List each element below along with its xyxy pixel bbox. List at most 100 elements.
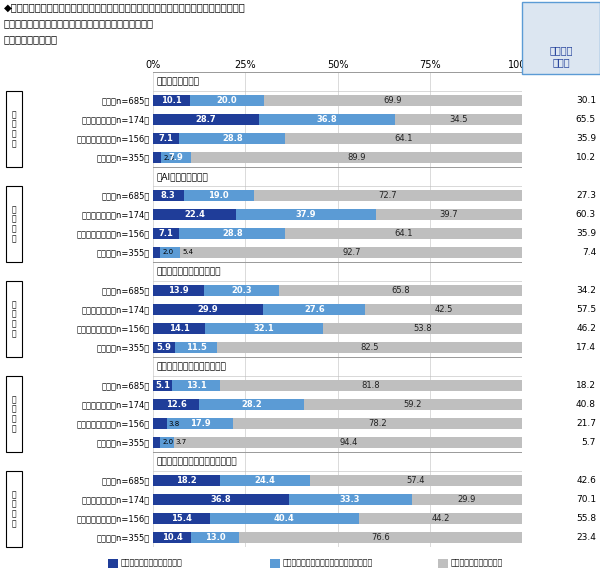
Text: 34.5: 34.5: [449, 115, 467, 124]
Text: 30.1: 30.1: [576, 96, 596, 105]
Text: 94.4: 94.4: [339, 438, 358, 447]
Text: 34.2: 34.2: [576, 286, 596, 295]
Bar: [264, 96, 522, 106]
Text: 18.2: 18.2: [176, 476, 197, 485]
Bar: [181, 247, 523, 258]
Text: 89.9: 89.9: [347, 153, 366, 162]
Text: ◆以下の投賄サービスや投賄環境が実現したら（または実現していることを知ったら）、: ◆以下の投賄サービスや投賄環境が実現したら（または実現していることを知ったら）、: [4, 2, 246, 12]
Text: デビュー意向［n=174］: デビュー意向［n=174］: [82, 115, 150, 124]
Text: 65.8: 65.8: [391, 286, 410, 295]
Text: デビュー意向［n=174］: デビュー意向［n=174］: [82, 305, 150, 314]
Bar: [153, 305, 263, 315]
Bar: [376, 209, 522, 219]
Bar: [286, 133, 522, 144]
Text: 3.8: 3.8: [169, 420, 180, 427]
Text: 5.4: 5.4: [182, 250, 193, 255]
Bar: [167, 418, 233, 428]
Text: 無関心［n=355］: 無関心［n=355］: [97, 438, 150, 447]
Text: 投賄を始めるきっかけになる: 投賄を始めるきっかけになる: [121, 559, 183, 567]
Text: 10.4: 10.4: [162, 533, 182, 542]
Text: 76.6: 76.6: [371, 533, 390, 542]
Text: デビュー不確定［n=156］: デビュー不確定［n=156］: [77, 229, 150, 238]
Bar: [172, 380, 220, 391]
Bar: [179, 228, 286, 239]
Text: デビュー意向［n=174］: デビュー意向［n=174］: [82, 210, 150, 219]
Text: デビュー意向［n=174］: デビュー意向［n=174］: [82, 400, 150, 409]
Text: 7.4: 7.4: [582, 248, 596, 257]
Text: 81.8: 81.8: [362, 381, 380, 390]
Text: 46.2: 46.2: [576, 324, 596, 333]
Text: 投
賄
意
向: 投 賄 意 向: [11, 300, 16, 338]
Bar: [289, 494, 412, 505]
Bar: [153, 475, 220, 486]
Text: 8.3: 8.3: [161, 191, 176, 200]
Bar: [153, 532, 191, 543]
Text: 【現金ではなくポイントで投賄】: 【現金ではなくポイントで投賄】: [157, 457, 238, 466]
Text: 29.9: 29.9: [458, 495, 476, 504]
Bar: [153, 209, 236, 219]
Text: 【買い物のおつりで投賄】: 【買い物のおつりで投賄】: [157, 267, 221, 276]
Text: 29.9: 29.9: [198, 305, 218, 314]
Bar: [205, 323, 323, 334]
Text: 42.6: 42.6: [576, 476, 596, 485]
Text: 60.3: 60.3: [576, 210, 596, 219]
Bar: [217, 342, 521, 353]
Text: 27.6: 27.6: [304, 305, 325, 314]
Bar: [153, 114, 259, 124]
Text: 100%: 100%: [508, 60, 536, 70]
Bar: [233, 418, 521, 428]
Text: デビュー不確定［n=156］: デビュー不確定［n=156］: [77, 419, 150, 428]
Text: 全体［n=685］: 全体［n=685］: [101, 191, 150, 200]
Text: 2.3: 2.3: [163, 155, 175, 160]
Text: 27.3: 27.3: [576, 191, 596, 200]
Text: 75%: 75%: [419, 60, 440, 70]
Text: デビュー不確定［n=156］: デビュー不確定［n=156］: [77, 134, 150, 143]
Bar: [153, 494, 289, 505]
Text: 72.7: 72.7: [379, 191, 397, 200]
Text: 13.9: 13.9: [169, 286, 189, 295]
Text: 20.0: 20.0: [217, 96, 238, 105]
Text: 無関心［n=355］: 無関心［n=355］: [97, 343, 150, 352]
Text: 投
賄
意
向: 投 賄 意 向: [11, 205, 16, 243]
Text: 32.1: 32.1: [254, 324, 275, 333]
Text: デビュー不確定［n=156］: デビュー不確定［n=156］: [77, 514, 150, 523]
Bar: [220, 475, 310, 486]
Text: 10.2: 10.2: [576, 153, 596, 162]
Bar: [153, 400, 199, 410]
Text: デビュー不確定［n=156］: デビュー不確定［n=156］: [77, 324, 150, 333]
Text: 69.9: 69.9: [384, 96, 402, 105]
Text: 2.0: 2.0: [162, 250, 173, 255]
Text: 10.1: 10.1: [161, 96, 182, 105]
Text: 今より投賄をしたいと思う気持ちが高まる: 今より投賄をしたいと思う気持ちが高まる: [283, 559, 373, 567]
Text: 全体［n=685］: 全体［n=685］: [101, 286, 150, 295]
Bar: [191, 152, 523, 163]
Text: 17.9: 17.9: [190, 419, 211, 428]
Bar: [395, 114, 522, 124]
Text: 17.4: 17.4: [576, 343, 596, 352]
Bar: [153, 513, 210, 524]
Text: 2.0: 2.0: [162, 439, 173, 445]
Text: 無関心［n=355］: 無関心［n=355］: [97, 533, 150, 542]
Bar: [259, 114, 395, 124]
Bar: [286, 228, 522, 239]
Bar: [190, 96, 264, 106]
Bar: [279, 285, 522, 296]
Text: 19.0: 19.0: [208, 191, 229, 200]
Text: 57.4: 57.4: [407, 476, 425, 485]
Text: 22.4: 22.4: [184, 210, 205, 219]
Text: 無関心［n=355］: 無関心［n=355］: [97, 248, 150, 257]
Text: 13.1: 13.1: [185, 381, 206, 390]
Text: 59.2: 59.2: [404, 400, 422, 409]
Bar: [310, 475, 522, 486]
Text: 28.7: 28.7: [196, 115, 216, 124]
Text: 92.7: 92.7: [342, 248, 361, 257]
Bar: [153, 418, 167, 428]
Text: 投賄意欲
が増す: 投賄意欲 が増す: [549, 45, 573, 67]
Text: 25%: 25%: [235, 60, 256, 70]
Text: 23.4: 23.4: [576, 533, 596, 542]
Bar: [239, 532, 522, 543]
Text: 対象：投賄未経験者: 対象：投賄未経験者: [4, 34, 58, 44]
Text: 20.3: 20.3: [232, 286, 252, 295]
Bar: [304, 400, 522, 410]
Text: 24.4: 24.4: [255, 476, 275, 485]
